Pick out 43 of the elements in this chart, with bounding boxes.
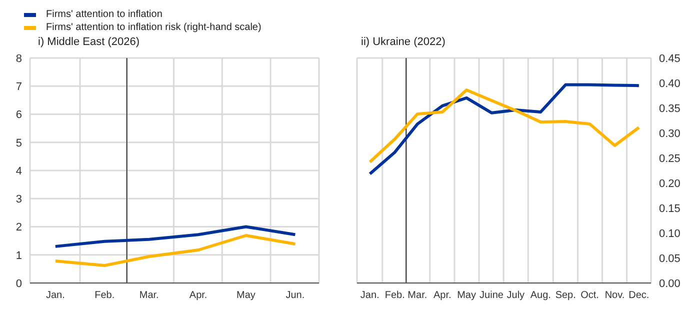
y-tick-label: 1: [16, 250, 22, 262]
y2-tick-label: 0.25: [659, 152, 680, 165]
line-series: [368, 88, 640, 164]
y-tick-label: 7: [16, 81, 22, 94]
y-tick-label: 0: [16, 278, 22, 290]
y2-tick-label: 0.05: [659, 252, 680, 265]
x-tick-label: May: [236, 290, 256, 302]
y2-tick-label: 0.40: [659, 78, 680, 90]
x-tick-label: Dec.: [628, 290, 650, 302]
x-tick-label: July: [506, 290, 525, 302]
line-series: [54, 225, 297, 248]
x-tick-label: Jan.: [360, 290, 380, 302]
y2-tick-label: 0.00: [659, 278, 680, 290]
y-tick-label: 2: [16, 222, 22, 234]
y-tick-label: 3: [16, 194, 22, 206]
y-tick-label: 8: [16, 52, 22, 65]
y2-tick-label: 0.10: [659, 228, 680, 240]
x-tick-label: Sep.: [555, 290, 576, 302]
y2-tick-label: 0.20: [659, 178, 680, 190]
x-tick-label: Aug.: [530, 290, 551, 302]
chart-title: ii) Ukraine (2022): [360, 36, 446, 50]
x-tick-label: Mar.: [408, 290, 428, 302]
y2-tick-label: 0.45: [659, 52, 680, 65]
y2-tick-label: 0.15: [659, 202, 680, 215]
legend-label: Firms' attention to inflation risk (right-hand scale): [46, 22, 262, 33]
x-tick-label: Feb.: [384, 290, 405, 302]
chart-title: i) Middle East (2026): [37, 36, 140, 50]
x-tick-label: Feb.: [94, 290, 115, 302]
x-tick-label: Mar.: [139, 290, 159, 302]
x-tick-label: Apr.: [433, 290, 452, 302]
y2-tick-label: 0.35: [659, 102, 680, 115]
x-tick-label: Apr.: [189, 290, 208, 302]
x-tick-label: Oct.: [580, 290, 599, 302]
y-tick-label: 5: [16, 137, 22, 150]
x-tick-label: May: [457, 290, 476, 302]
x-tick-label: Juine: [480, 290, 504, 302]
y2-tick-label: 0.30: [659, 128, 680, 140]
legend-label: Firms' attention to inflation: [46, 9, 162, 20]
x-tick-label: Nov.: [604, 290, 625, 302]
y-tick-label: 4: [16, 165, 22, 178]
x-tick-label: Jan.: [46, 290, 65, 302]
x-tick-label: Jun.: [286, 290, 305, 302]
y-tick-label: 6: [16, 109, 22, 122]
